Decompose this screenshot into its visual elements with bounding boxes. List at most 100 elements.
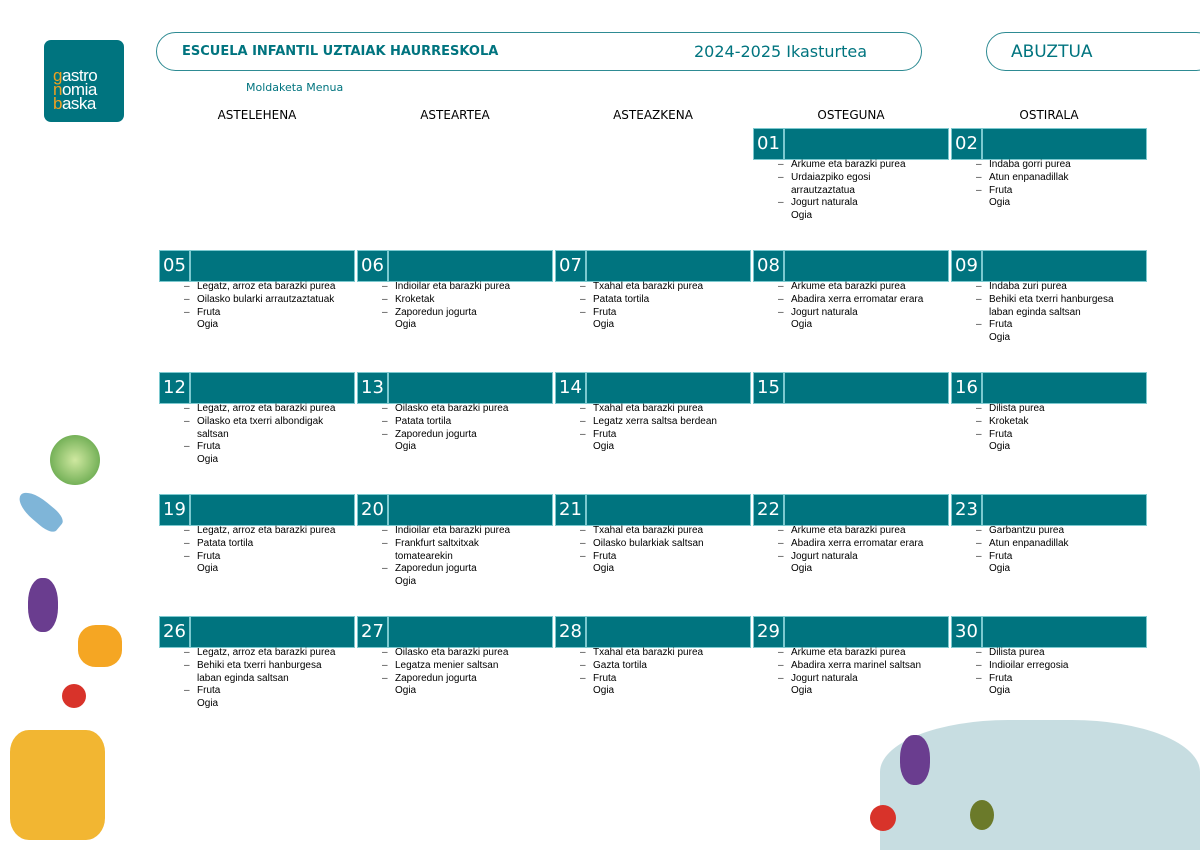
- menu-item-text: Atun enpanadillak: [989, 171, 1069, 183]
- day-cell: 30– Dilista purea – Indioilar erregosia – Fru…: [951, 616, 1147, 735]
- menu-item-text: Indioilar eta barazki purea: [395, 281, 511, 292]
- cooking-pot-illustration: [10, 730, 105, 840]
- menu-items: – Legatz, arroz eta barazki purea – Behiki …: [184, 647, 335, 711]
- menu-item: – Legatza menier saltsan: [382, 660, 508, 673]
- menu-item-text: Fruta: [989, 319, 1013, 331]
- menu-item: – Fruta: [184, 307, 335, 320]
- dash-bullet: –: [580, 550, 586, 562]
- dash-bullet: –: [976, 525, 982, 536]
- dash-bullet: –: [778, 159, 784, 170]
- menu-item-text: Fruta: [197, 306, 221, 318]
- menu-item: – Indaba gorri purea: [976, 159, 1071, 172]
- menu-item-text: Legatz, arroz eta barazki purea: [197, 403, 336, 414]
- menu-item-text: Kroketak: [395, 293, 435, 305]
- day-number: 15: [753, 372, 784, 404]
- menu-items: – Indioilar eta barazki purea – Kroketak – Za…: [382, 281, 510, 332]
- dash-bullet: –: [382, 293, 388, 305]
- day-header-bar: [190, 616, 355, 648]
- menu-item-text: Indaba zuri purea: [989, 281, 1067, 292]
- day-cell: 07– Txahal eta barazki purea – Patata torti…: [555, 250, 751, 369]
- menu-item-text: Legatz xerra saltsa berdean: [593, 415, 717, 427]
- menu-item-text: Arkume eta barazki purea: [791, 525, 906, 536]
- menu-item: – Txahal eta barazki purea: [580, 403, 717, 416]
- title-box: ESCUELA INFANTIL UZTAIAK HAURRESKOLA 202…: [156, 32, 922, 71]
- menu-item-bread: Ogia: [197, 454, 219, 466]
- menu-items: – Txahal eta barazki purea – Legatz xerra s…: [580, 403, 717, 454]
- menu-item: – Frankfurt saltxitxak tomatearekin: [382, 538, 510, 564]
- weekday-header: ASTEARTEA: [420, 108, 490, 122]
- menu-item-bread: Ogia: [593, 685, 615, 697]
- day-cell: 23– Garbantzu purea – Atun enpanadillak – Fru…: [951, 494, 1147, 613]
- dash-bullet: –: [778, 171, 784, 183]
- gastronomia-baska-logo: gastro nomia baska: [44, 40, 124, 122]
- weekday-header: OSTIRALA: [1019, 108, 1079, 122]
- menu-item-text: Kroketak: [989, 415, 1029, 427]
- dash-bullet: –: [184, 550, 190, 562]
- menu-item-text: Dilista purea: [989, 647, 1045, 658]
- day-header-bar: [190, 494, 355, 526]
- day-number: 08: [753, 250, 784, 282]
- menu-item-bread: Ogia: [593, 441, 615, 453]
- menu-item: – Jogurt naturala: [778, 673, 921, 686]
- dash-bullet: –: [976, 281, 982, 292]
- dash-bullet: –: [184, 306, 190, 318]
- menu-item-bread: Ogia: [791, 685, 813, 697]
- day-cell: 05– Legatz, arroz eta barazki purea – Oilas…: [159, 250, 355, 369]
- dash-bullet: –: [976, 672, 982, 684]
- dash-bullet: –: [976, 171, 982, 183]
- menu-item: – Gazta tortila: [580, 660, 703, 673]
- menu-item: – Arkume eta barazki purea: [778, 525, 923, 538]
- dash-bullet: –: [382, 659, 388, 671]
- day-number: 23: [951, 494, 982, 526]
- dash-bullet: –: [184, 537, 190, 549]
- day-cell: 02– Indaba gorri purea – Atun enpanadillak –…: [951, 128, 1147, 247]
- menu-item-text: Indaba gorri purea: [989, 159, 1071, 170]
- menu-item-text: Legatz, arroz eta barazki purea: [197, 525, 336, 536]
- menu-item-bread: Ogia: [989, 563, 1011, 575]
- day-header-bar: [190, 250, 355, 282]
- menu-item: – Oilasko eta barazki purea: [382, 403, 508, 416]
- menu-item: – Fruta: [976, 429, 1045, 442]
- day-header-bar: [388, 494, 553, 526]
- menu-items: – Txahal eta barazki purea – Gazta tortila –…: [580, 647, 703, 698]
- dash-bullet: –: [976, 159, 982, 170]
- dash-bullet: –: [382, 403, 388, 414]
- menu-item-text: Zaporedun jogurta: [395, 563, 477, 575]
- menu-items: – Oilasko eta barazki purea – Legatza menie…: [382, 647, 508, 698]
- dash-bullet: –: [778, 197, 784, 209]
- menu-items: – Dilista purea – Indioilar erregosia – Fruta…: [976, 647, 1069, 698]
- menu-item-text: Zaporedun jogurta: [395, 306, 477, 318]
- menu-item: – Dilista purea: [976, 403, 1045, 416]
- menu-item: – Indioilar erregosia: [976, 660, 1069, 673]
- menu-items: – Dilista purea – Kroketak – Fruta Ogia: [976, 403, 1045, 454]
- dash-bullet: –: [778, 306, 784, 318]
- day-number: 22: [753, 494, 784, 526]
- weekday-header: ASTEAZKENA: [613, 108, 693, 122]
- dash-bullet: –: [382, 563, 388, 575]
- menu-item-bread: Ogia: [197, 563, 219, 575]
- dash-bullet: –: [184, 659, 190, 671]
- menu-items: – Arkume eta barazki purea – Abadira xerra …: [778, 647, 921, 698]
- day-number: 07: [555, 250, 586, 282]
- dash-bullet: –: [382, 428, 388, 440]
- menu-item-text: Abadira xerra erromatar erara: [791, 537, 924, 549]
- menu-item-bread: Ogia: [395, 441, 417, 453]
- menu-item: – Txahal eta barazki purea: [580, 281, 703, 294]
- menu-item-bread: Ogia: [989, 197, 1011, 209]
- menu-item-text: Legatza menier saltsan: [395, 659, 499, 671]
- dash-bullet: –: [184, 293, 190, 305]
- menu-item-text: Arkume eta barazki purea: [791, 159, 906, 170]
- menu-item-text: Fruta: [197, 441, 221, 453]
- menu-item-text: Zaporedun jogurta: [395, 428, 477, 440]
- menu-item: – Fruta: [580, 673, 703, 686]
- menu-item-text: Legatz, arroz eta barazki purea: [197, 647, 336, 658]
- dash-bullet: –: [382, 647, 388, 658]
- menu-item-text: Jogurt naturala: [791, 550, 858, 562]
- menu-item: – Behiki eta txerri hanburgesa laban egin…: [976, 294, 1114, 320]
- day-cell: 14– Txahal eta barazki purea – Legatz xerra…: [555, 372, 751, 491]
- day-header-bar: [982, 494, 1147, 526]
- menu-item: – Legatz, arroz eta barazki purea: [184, 525, 335, 538]
- menu-item: – Oilasko eta barazki purea: [382, 647, 508, 660]
- day-header-bar: [586, 250, 751, 282]
- menu-item: – Garbantzu purea: [976, 525, 1069, 538]
